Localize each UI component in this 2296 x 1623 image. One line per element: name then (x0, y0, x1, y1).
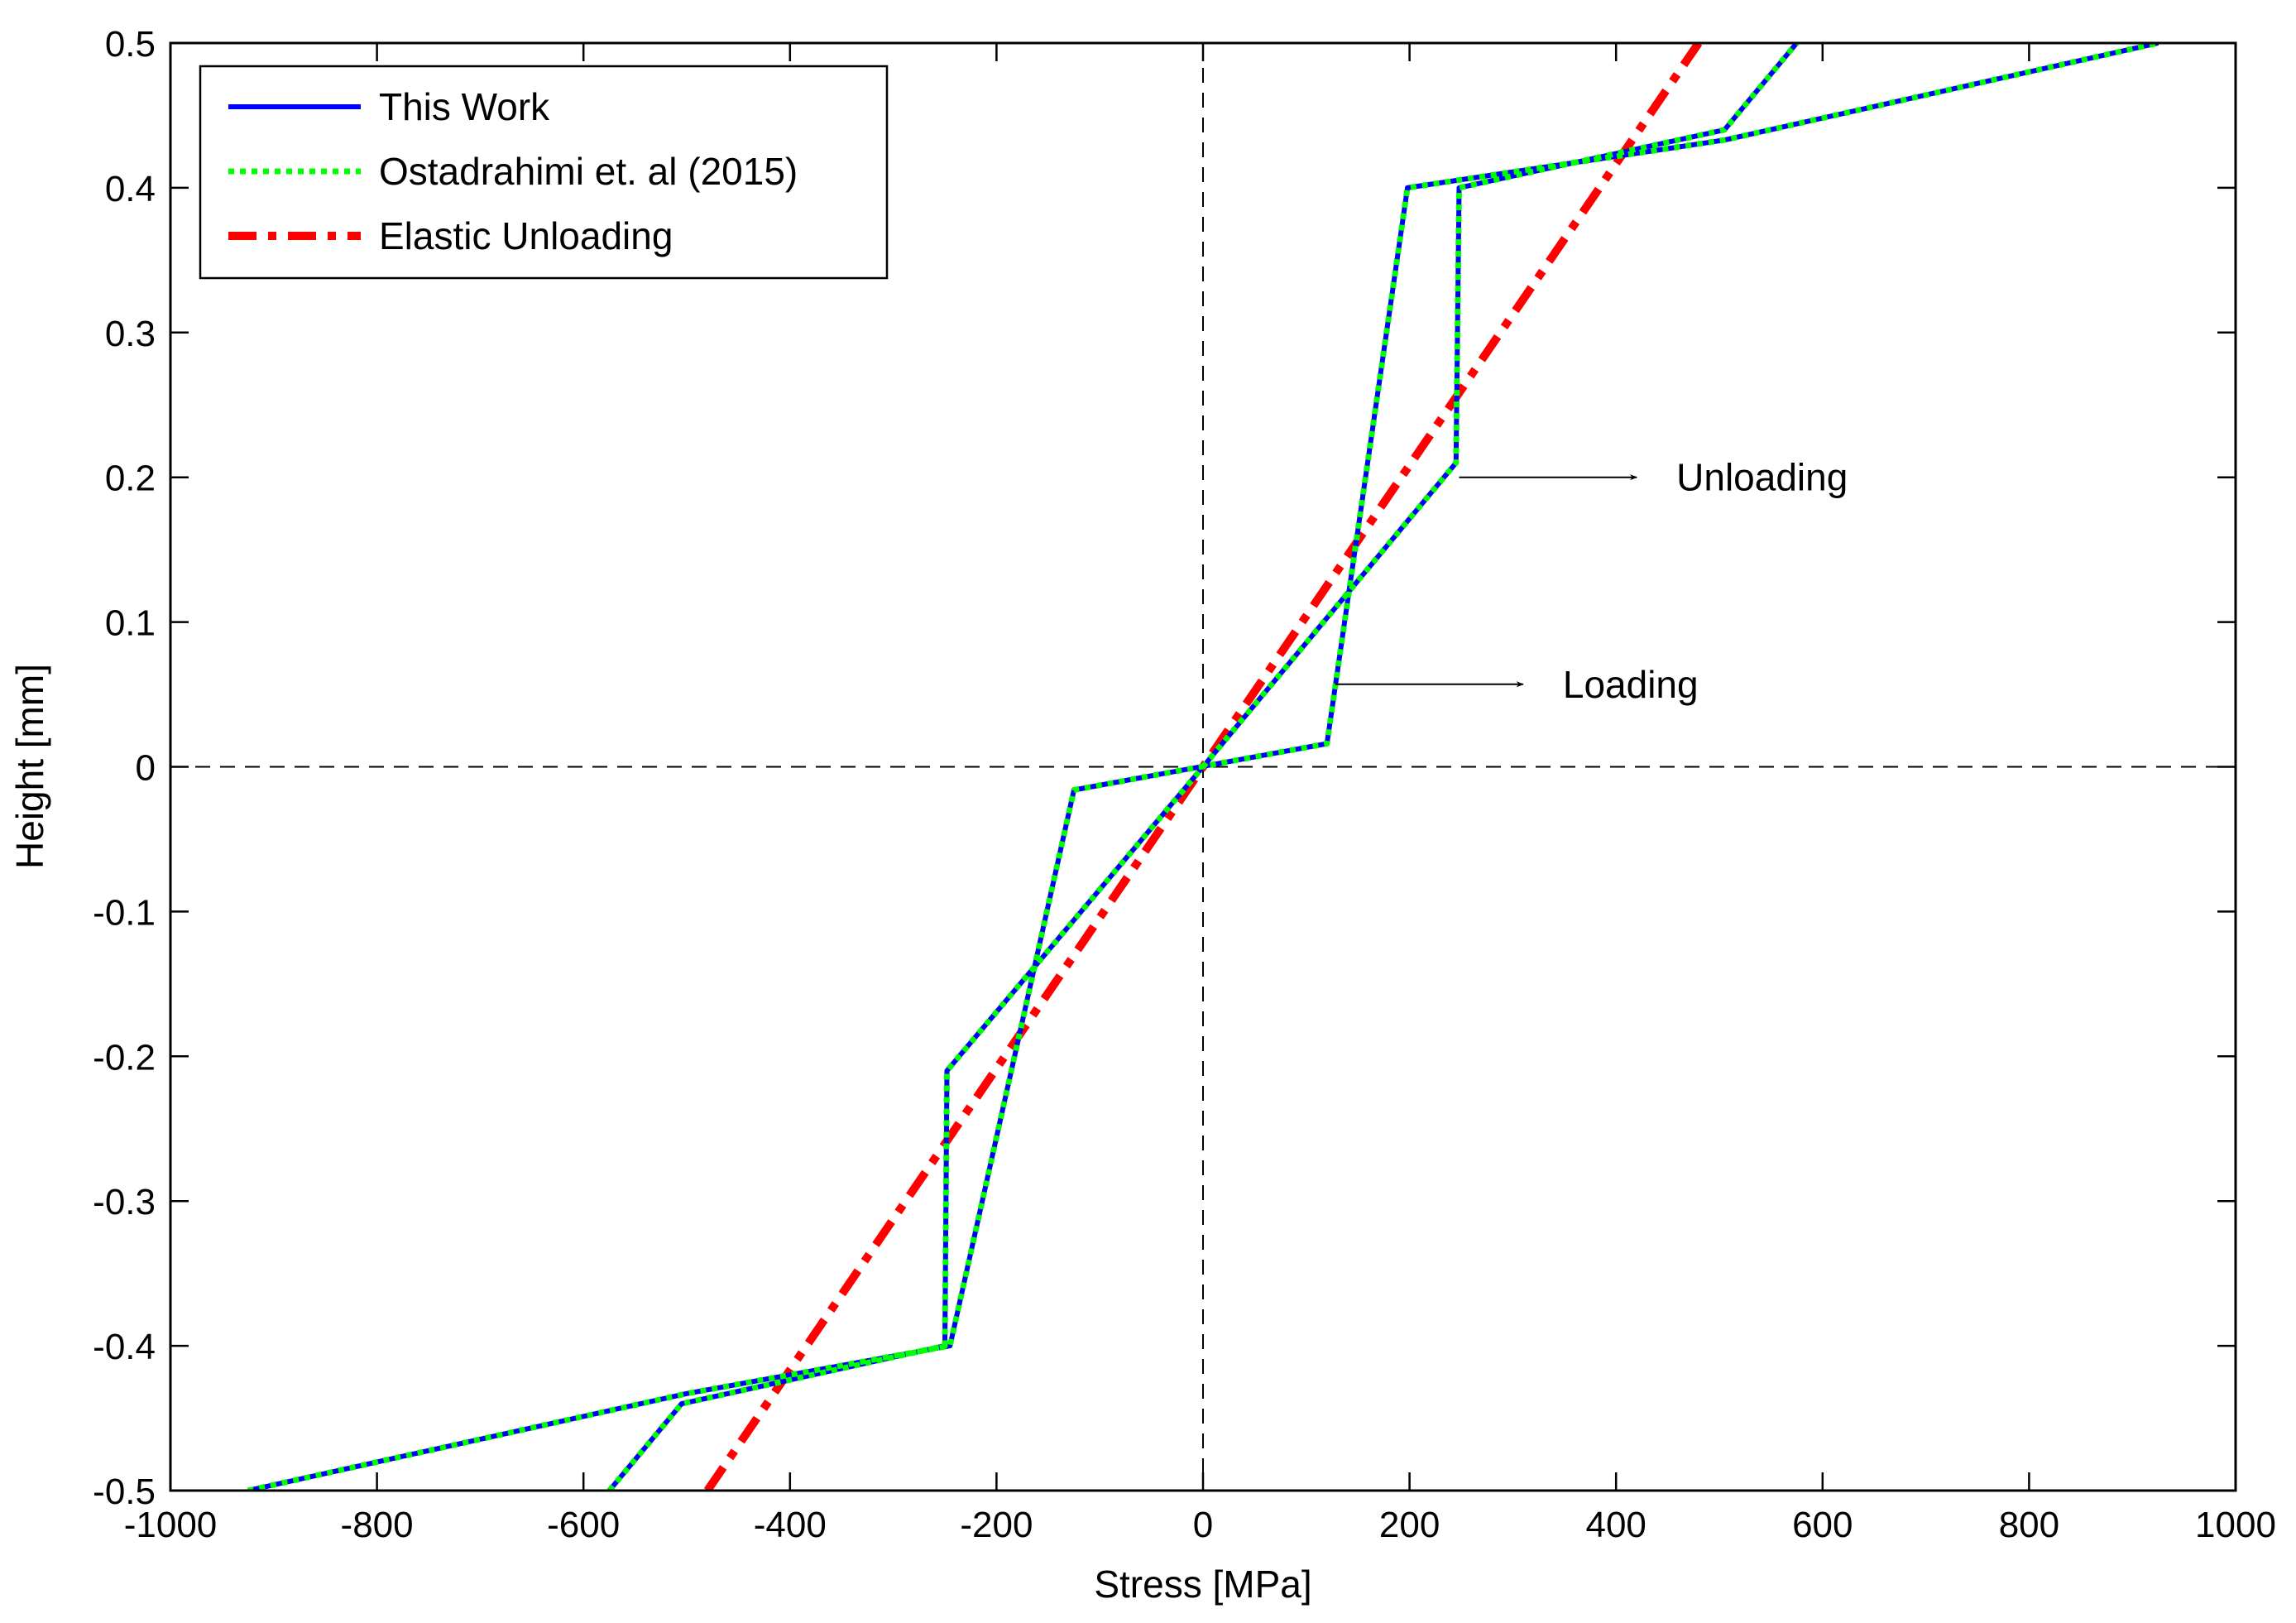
legend-label: Ostadrahimi et. al (2015) (379, 150, 798, 193)
x-tick-label: 0 (1193, 1505, 1213, 1545)
x-tick-label: -600 (547, 1505, 620, 1545)
y-tick-label: 0 (136, 748, 156, 789)
annotation-label: Unloading (1676, 456, 1848, 499)
x-tick-label: 200 (1379, 1505, 1440, 1545)
y-tick-label: -0.4 (93, 1327, 156, 1367)
y-tick-label: 0.3 (105, 314, 156, 354)
annotation-layer: Unloading Loading (1335, 456, 1848, 706)
x-tick-label: -400 (754, 1505, 827, 1545)
legend: This Work Ostadrahimi et. al (2015) Elasti… (199, 65, 889, 280)
x-tick-label: 1000 (2195, 1505, 2276, 1545)
y-axis-label: Height [mm] (8, 664, 51, 869)
x-tick-label: -1000 (124, 1505, 218, 1545)
x-axis-label: Stress [MPa] (1094, 1563, 1311, 1606)
series-layer (247, 43, 2159, 1491)
y-tick-label: 0.4 (105, 169, 156, 209)
legend-label: This Work (379, 85, 550, 128)
x-tick-label: -200 (960, 1505, 1033, 1545)
tick-layer: -1000 -800 -600 -400 -200 0 200 400 600 800 1000 -0… (93, 24, 2276, 1545)
legend-label: Elastic Unloading (379, 214, 673, 257)
y-tick-label: -0.3 (93, 1182, 156, 1222)
y-tick-label: -0.1 (93, 892, 156, 933)
x-tick-label: 600 (1792, 1505, 1853, 1545)
x-tick-label: 400 (1585, 1505, 1646, 1545)
x-tick-label: 800 (1999, 1505, 2059, 1545)
y-tick-label: -0.5 (93, 1472, 156, 1512)
y-tick-label: -0.2 (93, 1037, 156, 1078)
y-tick-label: 0.5 (105, 24, 156, 65)
y-tick-label: 0.1 (105, 603, 156, 644)
annotation-label: Loading (1563, 663, 1699, 706)
series-line-ostadrahimi-et-al-2015 (606, 43, 1800, 1491)
series-line-ostadrahimi-et-al-2015 (247, 43, 2159, 1491)
y-tick-label: 0.2 (105, 459, 156, 499)
x-tick-label: -800 (341, 1505, 414, 1545)
